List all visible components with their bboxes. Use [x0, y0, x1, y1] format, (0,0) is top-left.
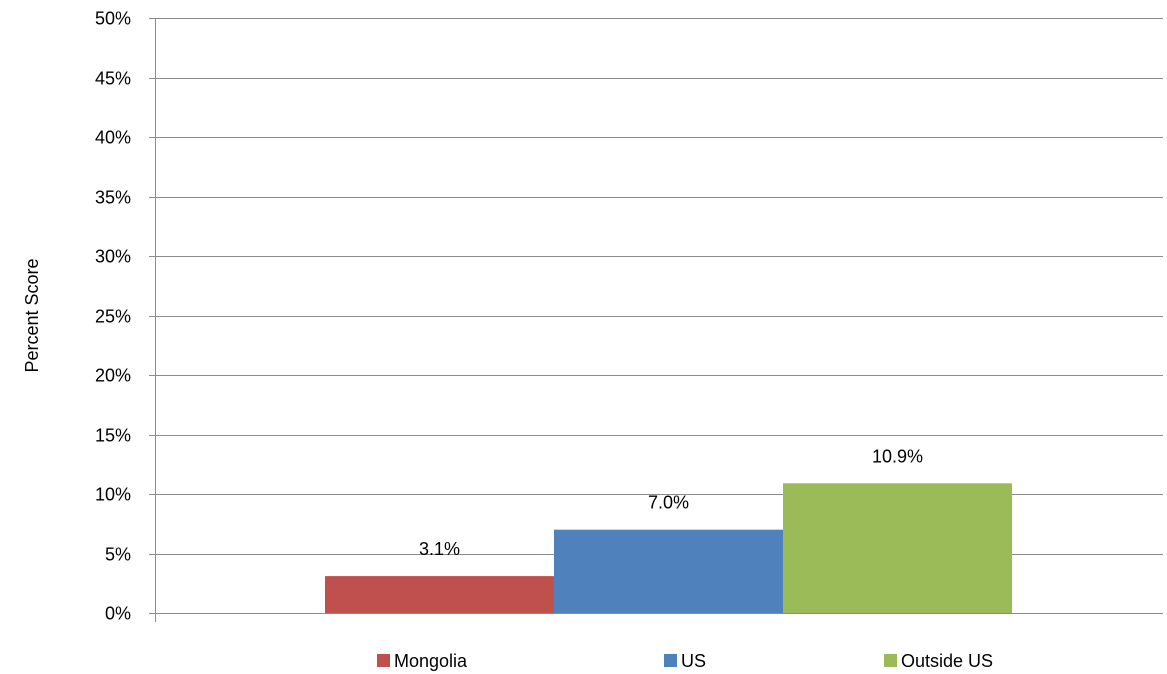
- data-label: 7.0%: [648, 493, 689, 513]
- y-tick-label: 45%: [95, 69, 131, 89]
- y-tick-label: 35%: [95, 188, 131, 208]
- y-tick-label: 50%: [95, 9, 131, 29]
- legend-label: Outside US: [901, 651, 993, 671]
- bar-mongolia: [325, 576, 554, 613]
- y-tick-label: 0%: [105, 604, 131, 624]
- data-label: 10.9%: [872, 446, 923, 466]
- legend-label: Mongolia: [394, 651, 468, 671]
- bar-outside-us: [783, 483, 1012, 613]
- y-axis-title: Percent Score: [22, 258, 42, 372]
- bars: [325, 483, 1012, 613]
- legend-label: US: [681, 651, 706, 671]
- y-tick-label: 10%: [95, 485, 131, 505]
- legend-item: Mongolia: [377, 651, 468, 671]
- gridlines: [155, 18, 1163, 555]
- y-tick-label: 15%: [95, 426, 131, 446]
- y-tick-label: 20%: [95, 366, 131, 386]
- y-tick-label: 40%: [95, 128, 131, 148]
- data-labels: 3.1% 7.0% 10.9%: [419, 446, 923, 559]
- y-tick-label: 30%: [95, 247, 131, 267]
- y-tick-label: 25%: [95, 307, 131, 327]
- legend-swatch: [664, 654, 677, 667]
- legend-item: US: [664, 651, 706, 671]
- data-label: 3.1%: [419, 539, 460, 559]
- legend: Mongolia US Outside US: [377, 651, 993, 671]
- y-tick-label: 5%: [105, 545, 131, 565]
- axes: 0% 5% 10% 15% 20% 25% 30% 35% 40% 45% 50%: [95, 9, 1163, 624]
- legend-item: Outside US: [884, 651, 993, 671]
- bar-us: [554, 529, 783, 613]
- legend-swatch: [377, 654, 390, 667]
- legend-swatch: [884, 654, 897, 667]
